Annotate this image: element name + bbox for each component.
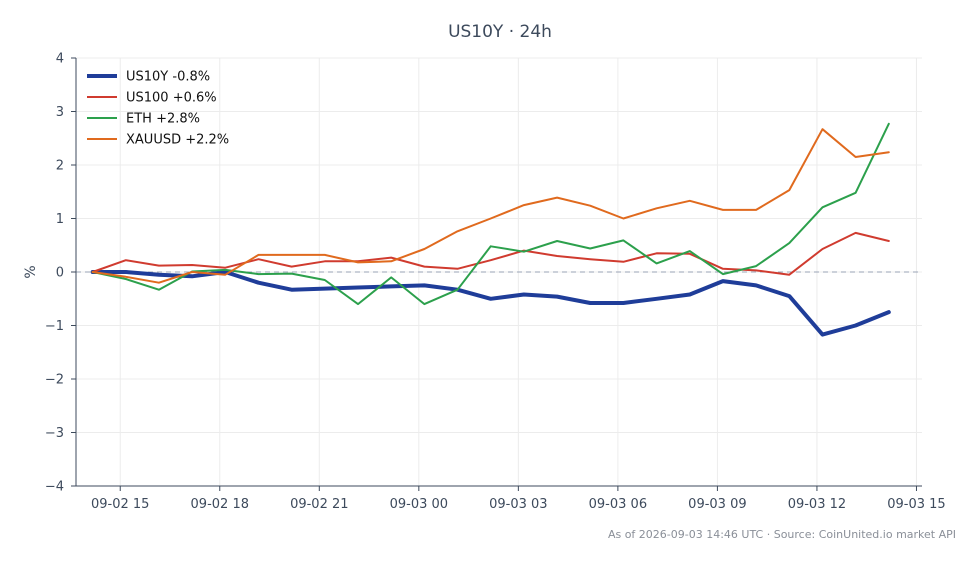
x-tick-label: 09-02 21 xyxy=(290,497,348,512)
legend-label-2: ETH +2.8% xyxy=(126,112,200,127)
x-tick-label: 09-03 03 xyxy=(489,497,547,512)
y-tick-label: −2 xyxy=(45,373,64,388)
x-tick-label: 09-03 00 xyxy=(390,497,448,512)
series-line-1 xyxy=(91,231,890,276)
series-line-2 xyxy=(91,122,890,306)
x-tick-label: 09-02 15 xyxy=(91,497,149,512)
series-lines xyxy=(90,122,891,337)
chart-title: US10Y · 24h xyxy=(448,22,552,42)
x-tick-label: 09-03 09 xyxy=(688,497,746,512)
y-tick-label: 1 xyxy=(56,212,64,227)
footer-source-note: As of 2026-09-03 14:46 UTC · Source: Coi… xyxy=(608,528,956,541)
series-line-0 xyxy=(90,270,891,337)
x-tick-label: 09-03 06 xyxy=(589,497,647,512)
x-axis-ticks: 09-02 15 09-02 18 09-02 21 09-03 00 09-03 03… xyxy=(91,486,946,512)
y-tick-label: 2 xyxy=(56,159,64,174)
legend-label-1: US100 +0.6% xyxy=(126,91,217,106)
x-tick-label: 09-03 15 xyxy=(887,497,945,512)
y-axis-label: % xyxy=(23,265,39,278)
y-tick-label: −1 xyxy=(45,319,64,334)
legend-label-0: US10Y -0.8% xyxy=(126,70,210,85)
legend: US10Y -0.8% US100 +0.6% ETH +2.8% XAUUSD +2… xyxy=(87,70,229,148)
y-tick-label: 4 xyxy=(56,52,64,67)
y-tick-label: −4 xyxy=(45,480,64,495)
x-tick-label: 09-03 12 xyxy=(788,497,846,512)
y-tick-label: 3 xyxy=(56,105,64,120)
y-tick-label: −3 xyxy=(45,426,64,441)
legend-label-3: XAUUSD +2.2% xyxy=(126,133,229,148)
series-line-3 xyxy=(91,128,890,284)
y-axis-ticks: −4 −3 −2 −1 0 1 2 3 4 xyxy=(45,52,76,495)
x-tick-label: 09-02 18 xyxy=(191,497,249,512)
y-tick-label: 0 xyxy=(56,266,64,281)
